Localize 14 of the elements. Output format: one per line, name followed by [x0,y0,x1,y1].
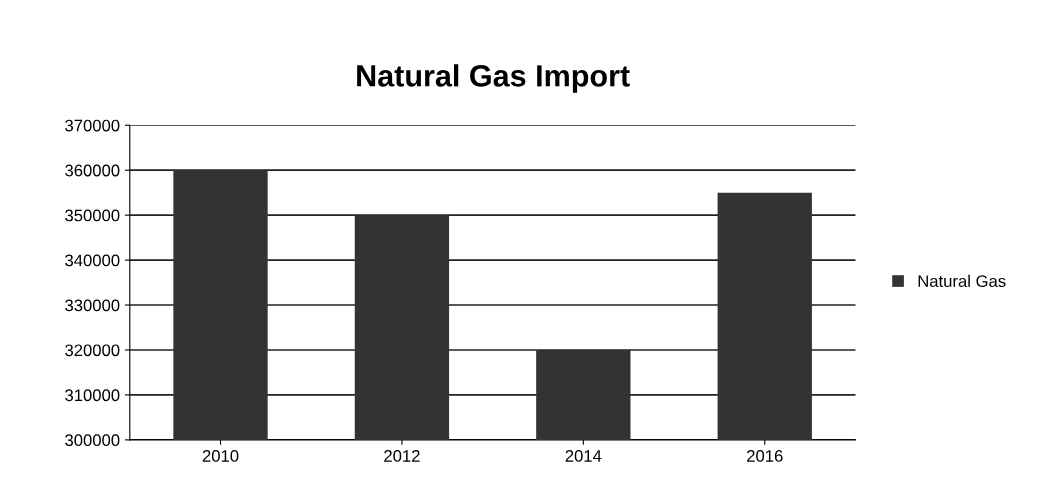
y-tick-label: 340000 [65,254,120,267]
x-tick-label: 2016 [747,450,783,462]
y-tick-label: 370000 [65,119,120,132]
y-tick-label: 310000 [65,389,120,402]
chart-title: Natural Gas Import [357,64,630,93]
y-tick-label: 360000 [65,164,120,177]
y-tick-label: 300000 [65,434,120,447]
x-tick-label: 2014 [565,450,602,462]
legend-label: Natural Gas [918,274,1006,288]
y-tick-label: 350000 [65,209,120,222]
x-tick-label: 2010 [202,450,239,462]
y-tick-label: 330000 [65,299,120,312]
y-tick-label: 320000 [65,344,120,357]
x-tick-label: 2012 [384,450,420,462]
